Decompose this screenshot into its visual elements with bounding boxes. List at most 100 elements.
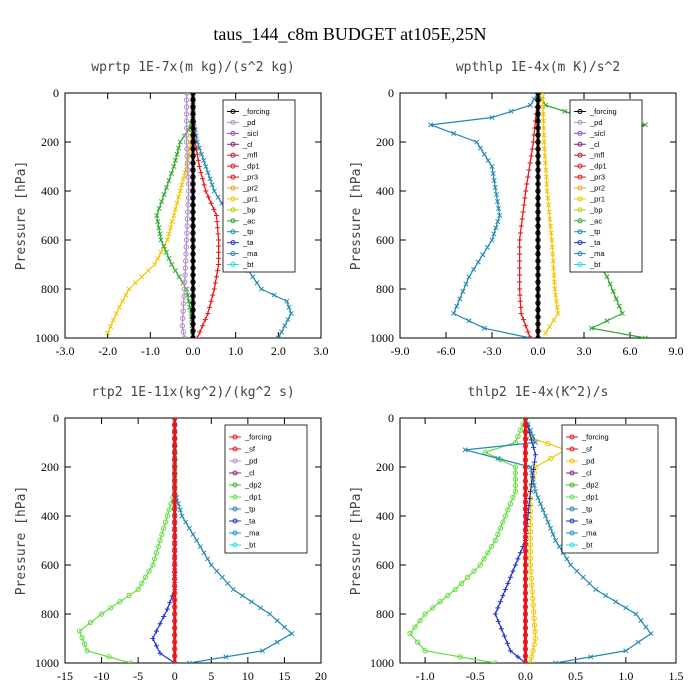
series-group	[76, 418, 295, 663]
legend-label: _sicl	[589, 129, 605, 138]
series-forcing-point	[190, 279, 196, 285]
series-pr1-point	[552, 286, 558, 292]
legend-label: _forcing	[242, 107, 270, 116]
series-forcing-point	[535, 202, 541, 208]
legend-marker	[577, 196, 583, 202]
series-tp-point	[462, 447, 468, 453]
y-tick-label: 600	[41, 233, 59, 247]
series-dp1-point	[457, 654, 463, 660]
series-forcing-point	[172, 618, 178, 624]
series-forcing-point	[190, 118, 196, 124]
series-ta-point	[529, 474, 535, 480]
series-forcing-point	[172, 562, 178, 568]
legend-label: _dp1	[589, 162, 607, 171]
series-tp-point	[480, 252, 486, 258]
series-tp-point	[508, 108, 514, 114]
series-forcing-point	[172, 429, 178, 435]
legend-label: _dp1	[244, 493, 262, 502]
series-pd-point	[183, 244, 189, 250]
series-ac-point	[166, 255, 172, 261]
series-pd-point	[527, 562, 534, 568]
series-pd-point	[527, 528, 534, 535]
series-pd-point	[182, 279, 188, 285]
series-pr3-point	[518, 223, 524, 229]
series-forcing-point	[522, 569, 529, 575]
legend-label: _pr1	[589, 194, 605, 203]
series-tp-line	[430, 93, 539, 338]
series-forcing-point	[190, 188, 196, 194]
series-pd-point	[530, 595, 536, 602]
series-pr1-point	[541, 132, 547, 138]
series-pr3-point	[522, 195, 528, 201]
series-ac-point	[613, 296, 619, 302]
y-tick-label: 800	[376, 607, 394, 621]
series-forcing-point	[522, 499, 529, 505]
series-pr1-point	[540, 104, 546, 110]
series-forcing-point	[535, 237, 541, 243]
series-pd-point	[527, 660, 534, 663]
series-dp1-point	[488, 543, 495, 550]
series-forcing-point	[535, 286, 541, 292]
legend-marker	[569, 494, 575, 500]
series-ac-point	[642, 122, 648, 128]
series-tp-point	[208, 562, 214, 568]
series-dp1-point	[126, 592, 132, 599]
legend-marker	[232, 446, 238, 452]
series-dp1-point	[507, 501, 514, 507]
series-tp-point	[186, 525, 192, 531]
series-pr1-point	[547, 223, 554, 229]
series-forcing-point	[172, 660, 178, 663]
series-ta-point	[530, 466, 536, 472]
series-ac-point	[166, 177, 172, 184]
series-dp1-point	[429, 605, 436, 611]
legend-label: _cl	[589, 140, 600, 149]
series-forcing-point	[522, 534, 529, 540]
series-ac-point	[161, 243, 167, 249]
series-pr3-point	[526, 167, 532, 173]
y-tick-label: 800	[376, 282, 394, 296]
legend-label: _dp2	[244, 481, 262, 490]
series-pd-point	[184, 153, 190, 159]
series-forcing-point	[522, 492, 529, 498]
series-tp-point	[545, 519, 551, 525]
series-tp-point	[258, 286, 264, 292]
series-forcing-point	[535, 328, 541, 334]
series-forcing-point	[535, 174, 541, 180]
series-dp1-line	[78, 418, 176, 663]
series-forcing-point	[172, 569, 178, 575]
series-forcing-point	[522, 478, 529, 484]
legend-marker	[577, 229, 583, 235]
series-forcing-point	[172, 478, 178, 484]
series-forcing-point	[522, 618, 529, 624]
series-forcing-point	[190, 237, 196, 243]
series-dp1-point	[510, 494, 516, 501]
series-dp1-point	[500, 519, 506, 525]
series-pr1-line	[107, 93, 194, 334]
series-ac-point	[163, 184, 170, 191]
series-ta-point	[164, 606, 170, 612]
series-forcing-point	[190, 153, 196, 159]
series-pr1-point	[546, 209, 552, 215]
x-tick-label: 5	[208, 669, 214, 683]
series-ac-point	[176, 274, 182, 280]
plot-frame	[399, 417, 677, 664]
series-pd-point	[185, 209, 191, 215]
x-tick-label: 0.0	[531, 344, 546, 358]
series-pd-point	[532, 635, 539, 642]
x-tick-label: 3.0	[577, 344, 592, 358]
series-tp-point	[491, 177, 497, 184]
series-pr3-point	[517, 251, 523, 257]
series-tp-point	[497, 212, 503, 219]
series-forcing-point	[172, 450, 178, 456]
series-tp-point	[537, 501, 544, 507]
series-pr1-point	[543, 330, 549, 336]
x-tick-label: 1.5	[669, 669, 684, 683]
series-dp1-point	[142, 574, 149, 580]
series-pr3-point	[203, 188, 209, 194]
series-pr1-point	[116, 304, 122, 310]
series-pr1-point	[550, 258, 556, 264]
series-tp-point	[481, 325, 487, 331]
series-forcing-point	[535, 314, 541, 320]
series-pd-point	[180, 301, 187, 307]
panel-title: thlp2 1E-4x(K^2)/s	[468, 385, 609, 400]
